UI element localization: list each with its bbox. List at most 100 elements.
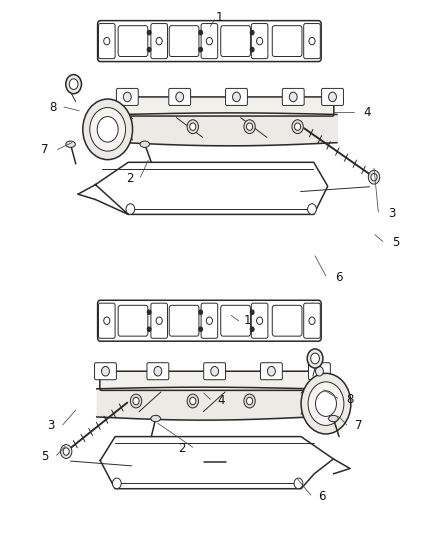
FancyBboxPatch shape [272,305,302,336]
Circle shape [83,99,133,160]
Circle shape [307,204,316,214]
Circle shape [251,310,254,314]
Circle shape [190,397,196,405]
FancyBboxPatch shape [117,97,334,116]
FancyBboxPatch shape [304,303,320,338]
Circle shape [124,92,131,102]
Circle shape [244,120,255,134]
Text: 5: 5 [392,236,399,249]
Circle shape [199,47,202,52]
Circle shape [233,92,240,102]
Circle shape [294,123,300,131]
Circle shape [66,75,81,94]
Circle shape [199,30,202,35]
Circle shape [294,478,303,489]
Circle shape [187,394,198,408]
FancyBboxPatch shape [251,303,268,338]
FancyBboxPatch shape [221,26,251,56]
Circle shape [371,173,377,181]
FancyBboxPatch shape [95,363,117,379]
Circle shape [176,92,184,102]
FancyBboxPatch shape [118,26,148,56]
Text: 6: 6 [318,490,325,503]
Circle shape [63,448,69,455]
Circle shape [104,317,110,325]
FancyBboxPatch shape [169,305,199,336]
Text: 3: 3 [47,419,55,432]
Circle shape [315,367,323,376]
Circle shape [257,37,263,45]
Circle shape [90,108,126,151]
FancyBboxPatch shape [221,305,251,336]
Circle shape [292,120,303,134]
Circle shape [69,79,78,90]
Circle shape [97,117,118,142]
Circle shape [251,30,254,35]
Circle shape [251,47,254,52]
Circle shape [148,310,151,314]
FancyBboxPatch shape [226,88,247,106]
Circle shape [199,310,202,314]
Ellipse shape [66,141,75,148]
Text: 4: 4 [364,106,371,119]
FancyBboxPatch shape [151,303,167,338]
FancyBboxPatch shape [100,371,316,390]
FancyBboxPatch shape [321,88,343,106]
Circle shape [199,327,202,332]
Text: 2: 2 [178,442,186,455]
FancyBboxPatch shape [151,23,167,59]
FancyBboxPatch shape [99,303,115,338]
Circle shape [133,397,139,405]
Ellipse shape [328,415,338,422]
FancyBboxPatch shape [118,305,148,336]
FancyBboxPatch shape [117,88,138,106]
Circle shape [211,367,219,376]
Text: 8: 8 [346,393,353,406]
Circle shape [60,445,72,458]
FancyBboxPatch shape [261,363,283,379]
Circle shape [289,92,297,102]
Circle shape [148,30,151,35]
Circle shape [244,394,255,408]
Ellipse shape [151,415,160,422]
Circle shape [148,327,151,332]
Polygon shape [95,163,328,214]
FancyBboxPatch shape [98,21,321,62]
Circle shape [187,120,198,134]
Circle shape [154,367,162,376]
Text: 5: 5 [41,450,48,463]
Text: 8: 8 [49,101,57,114]
Circle shape [247,397,253,405]
Circle shape [268,367,276,376]
Text: 1: 1 [215,11,223,24]
FancyBboxPatch shape [201,303,218,338]
Circle shape [190,123,196,131]
Text: 4: 4 [217,394,225,407]
Circle shape [307,349,323,368]
Polygon shape [100,437,333,489]
Circle shape [301,373,351,434]
Circle shape [315,391,336,416]
FancyBboxPatch shape [304,23,320,59]
FancyBboxPatch shape [147,363,169,379]
FancyBboxPatch shape [201,23,218,59]
Circle shape [131,394,142,408]
Circle shape [156,317,162,325]
FancyBboxPatch shape [204,363,226,379]
Text: 2: 2 [126,172,133,185]
Text: 1: 1 [244,314,251,327]
Circle shape [311,353,319,364]
FancyBboxPatch shape [99,23,115,59]
Circle shape [104,37,110,45]
Circle shape [206,37,212,45]
Circle shape [156,37,162,45]
Circle shape [328,92,336,102]
FancyBboxPatch shape [283,88,304,106]
Circle shape [368,170,380,184]
FancyBboxPatch shape [272,26,302,56]
Text: 6: 6 [336,271,343,284]
FancyBboxPatch shape [98,300,321,341]
Circle shape [113,478,121,489]
Circle shape [251,327,254,332]
Circle shape [308,382,344,425]
